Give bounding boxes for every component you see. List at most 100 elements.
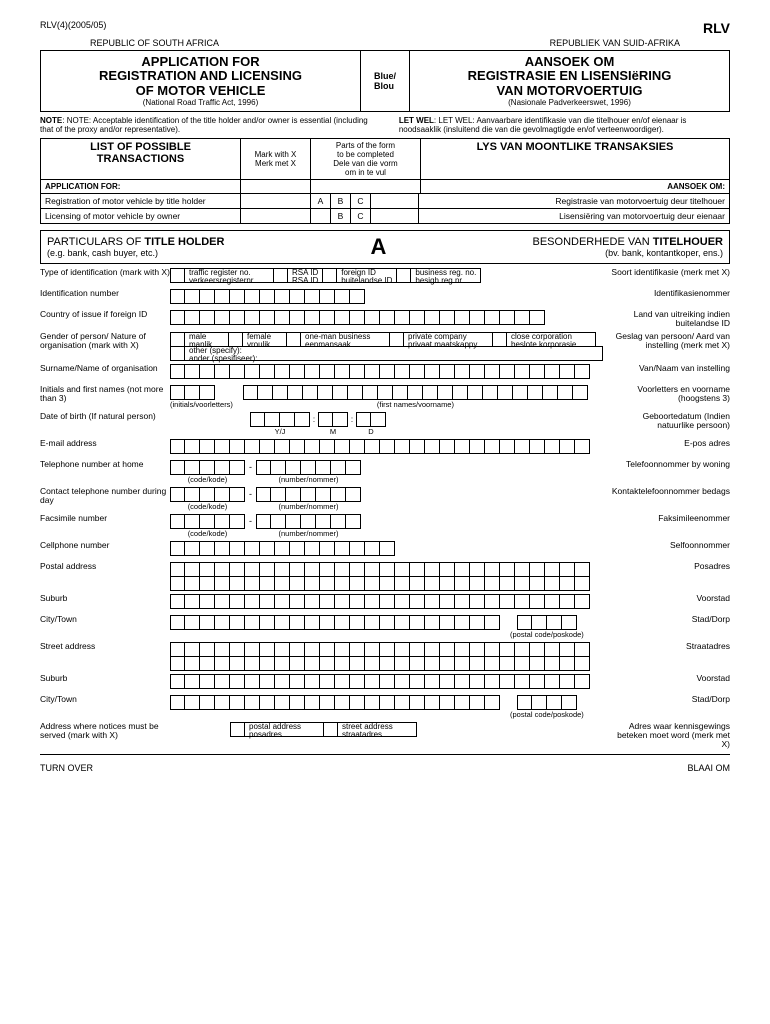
trans-title-af: LYS VAN MOONTLIKE TRANSAKSIES bbox=[425, 141, 725, 153]
city-label-af: Stad/Dorp bbox=[610, 615, 730, 624]
surname-boxes[interactable] bbox=[170, 364, 590, 379]
telhome-code[interactable] bbox=[170, 460, 245, 475]
gender-label-af: Geslag van persoon/ Aard van instelling … bbox=[610, 332, 730, 351]
suburb-label-af: Voorstad bbox=[610, 594, 730, 603]
dob-m-boxes[interactable] bbox=[318, 412, 348, 427]
opt-traffic-check[interactable] bbox=[170, 268, 185, 283]
cell-a: A bbox=[311, 194, 331, 208]
trans-r1-check[interactable] bbox=[241, 194, 311, 208]
dob-y-boxes[interactable] bbox=[250, 412, 310, 427]
transactions-box: LIST OF POSSIBLE TRANSACTIONS Mark with … bbox=[40, 138, 730, 224]
telday-num[interactable] bbox=[256, 487, 361, 502]
telhome-label-en: Telephone number at home bbox=[40, 460, 170, 469]
title-en-3: OF MOTOR VEHICLE bbox=[45, 84, 356, 98]
postcode2-sub: (postal code/poskode) bbox=[510, 710, 584, 719]
opt-female-check[interactable] bbox=[228, 332, 243, 347]
city2-label-en: City/Town bbox=[40, 695, 170, 704]
notice-label-en: Address where notices must be served (ma… bbox=[40, 722, 170, 741]
trans-r1-af: Registrasie van motorvoertuig deur titel… bbox=[419, 194, 729, 208]
city2-boxes[interactable] bbox=[170, 695, 500, 710]
email-label-en: E-mail address bbox=[40, 439, 170, 448]
opt-postaddr-check[interactable] bbox=[230, 722, 245, 737]
opt-male-check[interactable] bbox=[170, 332, 185, 347]
postal-label-en: Postal address bbox=[40, 562, 170, 571]
sec-a-title-af: BESONDERHEDE VAN TITELHOUER bbox=[533, 236, 724, 248]
section-a-head: PARTICULARS OF TITLE HOLDER (e.g. bank, … bbox=[40, 230, 730, 264]
surname-label-en: Surname/Name of organisation bbox=[40, 364, 170, 373]
telhome-code-sub: (code/kode) bbox=[188, 475, 228, 484]
telday-num-sub: (number/nommer) bbox=[278, 502, 338, 511]
email-label-af: E-pos adres bbox=[610, 439, 730, 448]
trans-r1-en: Registration of motor vehicle by title h… bbox=[41, 194, 241, 208]
country-boxes[interactable] bbox=[170, 310, 545, 325]
title-af-2: REGISTRASIE EN LISENSIëRING bbox=[414, 69, 725, 83]
opt-business-check[interactable] bbox=[396, 268, 411, 283]
opt-straddr-check[interactable] bbox=[323, 722, 338, 737]
suburb2-label-en: Suburb bbox=[40, 674, 170, 683]
street-grid[interactable] bbox=[170, 642, 590, 671]
telhome-label-af: Telefoonnommer by woning bbox=[610, 460, 730, 469]
opt-rsa-check[interactable] bbox=[273, 268, 288, 283]
trans-title-en: LIST OF POSSIBLE TRANSACTIONS bbox=[45, 141, 236, 165]
suburb2-boxes[interactable] bbox=[170, 674, 590, 689]
trans-r2-af: Lisensiëring van motorvoertuig deur eien… bbox=[419, 209, 729, 223]
initials-label-af: Voorletters en voorname (hoogstens 3) bbox=[610, 385, 730, 404]
firstnames-boxes[interactable] bbox=[243, 385, 588, 400]
initials-sub1: (initials/voorletters) bbox=[170, 400, 233, 409]
city-label-en: City/Town bbox=[40, 615, 170, 624]
title-mid: Blue/Blou bbox=[360, 51, 410, 111]
idnum-boxes[interactable] bbox=[170, 289, 365, 304]
city-boxes[interactable] bbox=[170, 615, 500, 630]
telday-label-af: Kontaktelefoonnommer bedags bbox=[610, 487, 730, 496]
trans-r2-en: Licensing of motor vehicle by owner bbox=[41, 209, 241, 223]
notice-label-af: Adres waar kennisgewings beteken moet wo… bbox=[610, 722, 730, 750]
fax-num[interactable] bbox=[256, 514, 361, 529]
trans-r2-check[interactable] bbox=[241, 209, 311, 223]
street-label-af: Straatadres bbox=[610, 642, 730, 651]
title-en-1: APPLICATION FOR bbox=[45, 55, 356, 69]
opt-private-check[interactable] bbox=[389, 332, 404, 347]
opt-other-check[interactable] bbox=[170, 346, 185, 361]
country-label-af: Land van uitreiking indien buitelandse I… bbox=[610, 310, 730, 329]
telday-code[interactable] bbox=[170, 487, 245, 502]
cell-b: B bbox=[331, 194, 351, 208]
opt-foreign-check[interactable] bbox=[322, 268, 337, 283]
cell-boxes[interactable] bbox=[170, 541, 395, 556]
initials-sub2: (first names/voorname) bbox=[243, 400, 588, 409]
fax-num-sub: (number/nommer) bbox=[278, 529, 338, 538]
postcode-sub: (postal code/poskode) bbox=[510, 630, 584, 639]
initials-label-en: Initials and first names (not more than … bbox=[40, 385, 170, 404]
dob-label-af: Geboortedatum (Indien natuurlike persoon… bbox=[610, 412, 730, 431]
initials-boxes[interactable] bbox=[170, 385, 233, 400]
fax-label-en: Facsimile number bbox=[40, 514, 170, 523]
form-code-big: RLV bbox=[703, 20, 730, 36]
street-label-en: Street address bbox=[40, 642, 170, 651]
dob-label-en: Date of birth (If natural person) bbox=[40, 412, 170, 421]
country-label-en: Country of issue if foreign ID bbox=[40, 310, 170, 319]
note-en: NOTE: NOTE: Acceptable identification of… bbox=[40, 116, 371, 134]
suburb-label-en: Suburb bbox=[40, 594, 170, 603]
cell-label-af: Selfoonnommer bbox=[610, 541, 730, 550]
opt-close-check[interactable] bbox=[492, 332, 507, 347]
city2-label-af: Stad/Dorp bbox=[610, 695, 730, 704]
note-af: LET WEL: LET WEL: Aanvaarbare identifika… bbox=[399, 116, 730, 134]
title-box: APPLICATION FOR REGISTRATION AND LICENSI… bbox=[40, 50, 730, 112]
dob-d-boxes[interactable] bbox=[356, 412, 386, 427]
title-af-1: AANSOEK OM bbox=[414, 55, 725, 69]
postcode2-boxes[interactable] bbox=[517, 695, 577, 710]
postcode-boxes[interactable] bbox=[517, 615, 577, 630]
opt-oneman-check[interactable] bbox=[286, 332, 301, 347]
cell-c2: C bbox=[351, 209, 371, 223]
app-for-en: APPLICATION FOR: bbox=[41, 180, 241, 193]
email-boxes[interactable] bbox=[170, 439, 590, 454]
postal-grid[interactable] bbox=[170, 562, 590, 591]
telhome-num[interactable] bbox=[256, 460, 361, 475]
country-en: REPUBLIC OF SOUTH AFRICA bbox=[40, 38, 219, 48]
sec-a-sub-en: (e.g. bank, cash buyer, etc.) bbox=[47, 248, 224, 258]
postal-label-af: Posadres bbox=[610, 562, 730, 571]
fax-label-af: Faksimileenommer bbox=[610, 514, 730, 523]
form-code-small: RLV(4)(2005/05) bbox=[40, 20, 106, 36]
suburb-boxes[interactable] bbox=[170, 594, 590, 609]
surname-label-af: Van/Naam van instelling bbox=[610, 364, 730, 373]
fax-code[interactable] bbox=[170, 514, 245, 529]
